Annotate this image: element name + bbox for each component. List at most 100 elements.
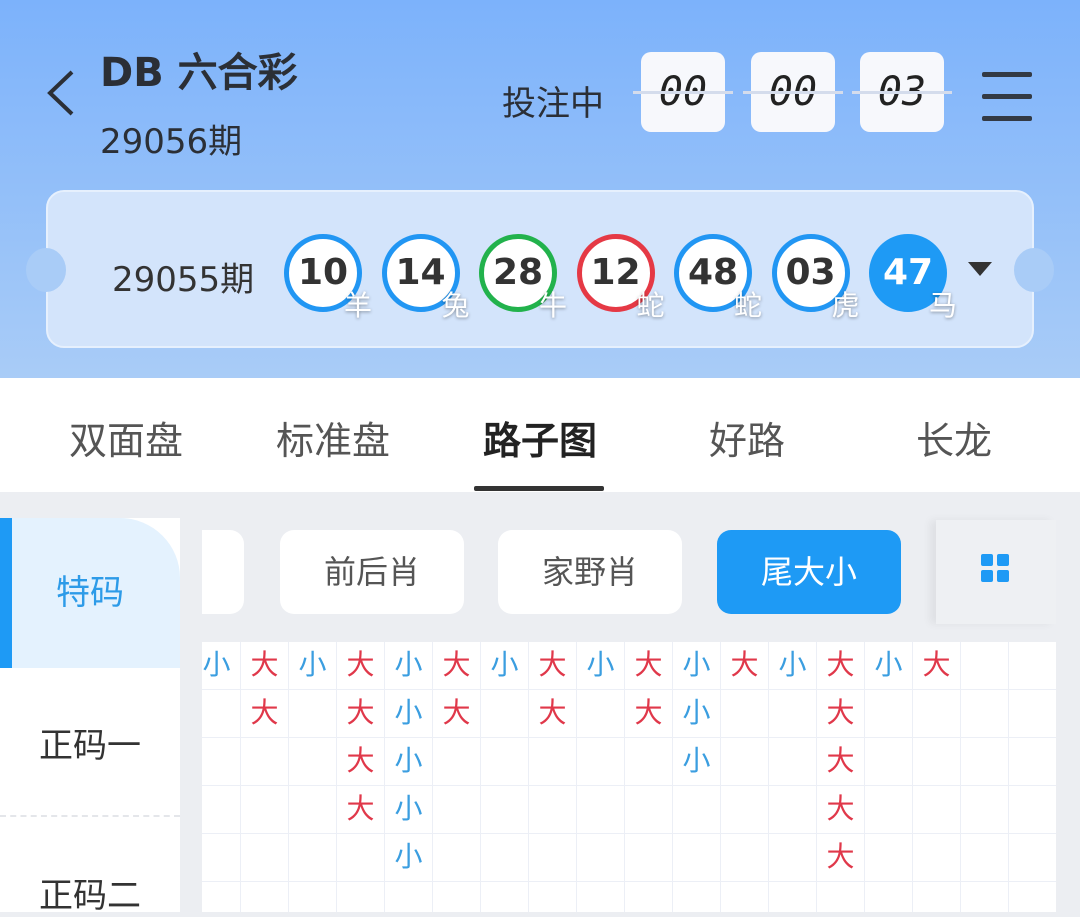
road-cell: 小 <box>865 642 913 690</box>
road-cell <box>673 882 721 912</box>
road-cell: 小 <box>385 786 433 834</box>
result-ball: 12 <box>576 234 655 312</box>
tab-long-dragon[interactable]: 长龙 <box>915 419 992 463</box>
road-cell: 小 <box>577 642 625 690</box>
road-cell: 大 <box>721 642 769 690</box>
road-cell: 大 <box>913 642 961 690</box>
road-cell <box>865 690 913 738</box>
result-ball: 47 <box>869 234 947 312</box>
road-cell: 小 <box>289 642 337 690</box>
road-cell <box>202 690 241 738</box>
sidebar-item-normal-2[interactable]: 正码二 <box>39 876 141 916</box>
betting-status: 投注中 <box>502 84 604 124</box>
road-cell: 大 <box>241 690 289 738</box>
road-cell <box>1009 690 1056 738</box>
road-cell <box>913 834 961 882</box>
road-cell <box>673 834 721 882</box>
menu-icon[interactable] <box>982 72 1032 122</box>
road-cell <box>481 882 529 912</box>
road-chart-grid: 小大大小大大大大小小小小小大大小大大小大大小小小大小大大大大大小大 <box>202 642 1056 912</box>
road-cell <box>433 882 481 912</box>
road-cell <box>289 882 337 912</box>
road-cell <box>625 738 673 786</box>
road-cell: 大 <box>433 690 481 738</box>
road-cell: 大 <box>625 690 673 738</box>
sidebar-item-normal-1[interactable]: 正码一 <box>39 726 141 766</box>
result-ball: 10 <box>284 234 362 312</box>
road-cell <box>202 882 241 912</box>
zodiac-label: 兔 <box>441 289 470 322</box>
road-cell <box>913 882 961 912</box>
filter-front-back[interactable]: 前后肖 <box>280 530 464 614</box>
ticket-notch <box>1014 248 1054 292</box>
filter-domestic-wild[interactable]: 家野肖 <box>498 530 682 614</box>
road-cell <box>865 834 913 882</box>
road-cell <box>913 738 961 786</box>
expand-caret-icon[interactable] <box>968 262 992 276</box>
tab-two-sided[interactable]: 双面盘 <box>68 419 183 463</box>
countdown-minutes: 00 <box>743 52 843 132</box>
road-cell: 大 <box>817 690 865 738</box>
last-period: 29055期 <box>112 260 255 300</box>
road-cell <box>289 834 337 882</box>
road-cell <box>481 690 529 738</box>
zodiac-label: 马 <box>929 289 958 322</box>
road-cell <box>721 786 769 834</box>
road-cell <box>529 738 577 786</box>
road-cell <box>913 690 961 738</box>
road-cell <box>241 882 289 912</box>
road-cell <box>721 834 769 882</box>
road-cell: 小 <box>385 834 433 882</box>
road-cell: 小 <box>385 642 433 690</box>
road-cell <box>961 882 1009 912</box>
road-cell: 大 <box>817 786 865 834</box>
road-cell: 小 <box>673 738 721 786</box>
road-cell <box>673 786 721 834</box>
sidebar-item-special[interactable]: 特码 <box>0 518 180 668</box>
road-cell <box>433 738 481 786</box>
tab-standard[interactable]: 标准盘 <box>275 419 390 463</box>
road-cell <box>289 690 337 738</box>
road-cell <box>577 690 625 738</box>
filter-chip-partial[interactable] <box>202 530 244 614</box>
road-cell <box>481 786 529 834</box>
active-tab-indicator <box>474 486 604 491</box>
back-icon[interactable] <box>44 68 80 118</box>
road-cell <box>913 786 961 834</box>
road-cell <box>1009 642 1056 690</box>
road-cell <box>1009 786 1056 834</box>
tab-bar: 双面盘 标准盘 路子图 好路 长龙 <box>0 378 1080 492</box>
road-cell: 小 <box>202 642 241 690</box>
tab-good-road[interactable]: 好路 <box>708 419 785 463</box>
road-cell: 大 <box>529 642 577 690</box>
road-cell: 小 <box>673 642 721 690</box>
road-cell <box>481 738 529 786</box>
road-cell <box>961 834 1009 882</box>
result-ball: 28 <box>479 234 557 312</box>
road-cell <box>577 882 625 912</box>
road-cell <box>1009 738 1056 786</box>
zodiac-label: 蛇 <box>636 289 665 322</box>
road-cell <box>289 738 337 786</box>
tab-road-chart[interactable]: 路子图 <box>482 419 597 463</box>
road-cell <box>202 786 241 834</box>
road-cell: 大 <box>817 642 865 690</box>
filter-tail-big-small[interactable]: 尾大小 <box>717 530 901 614</box>
road-cell: 大 <box>337 642 385 690</box>
last-draw-card[interactable]: 29055期 10 羊 14 兔 28 牛 12 蛇 48 蛇 03 虎 47 马 <box>26 190 1054 348</box>
grid-view-icon[interactable] <box>936 520 1056 624</box>
road-cell <box>625 786 673 834</box>
road-cell <box>1009 834 1056 882</box>
road-cell <box>769 786 817 834</box>
road-cell <box>865 786 913 834</box>
road-cell <box>1009 882 1056 912</box>
road-cell <box>769 738 817 786</box>
page-title: DB 六合彩 <box>100 50 298 96</box>
result-ball: 14 <box>381 234 460 312</box>
road-cell <box>433 834 481 882</box>
road-cell <box>577 786 625 834</box>
divider <box>0 815 180 817</box>
road-cell <box>241 834 289 882</box>
header: DB 六合彩 29056期 投注中 00 00 03 29055期 10 羊 14 兔… <box>0 0 1080 378</box>
road-cell <box>337 882 385 912</box>
